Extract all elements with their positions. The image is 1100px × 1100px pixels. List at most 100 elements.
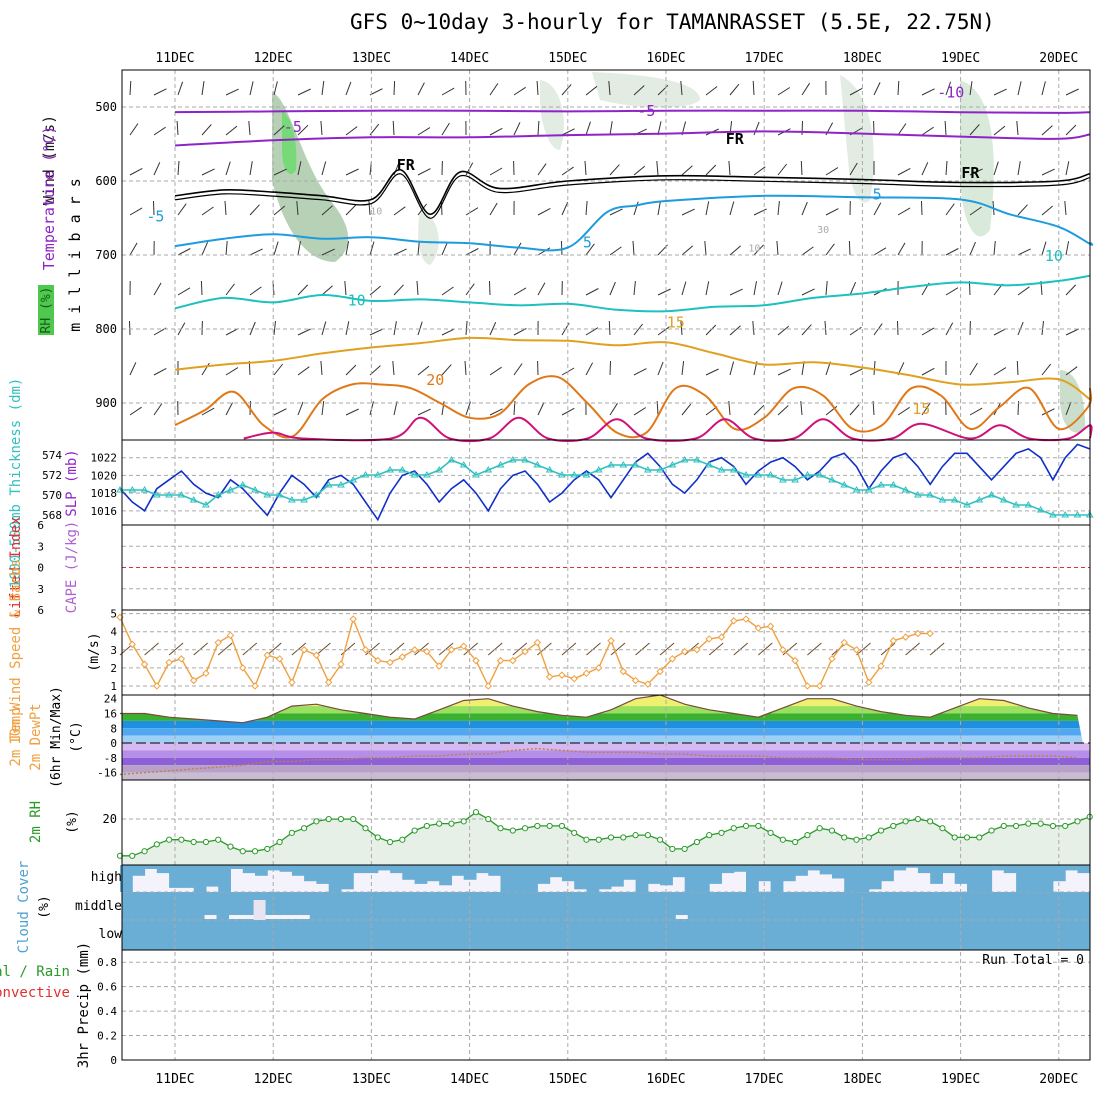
thickness-marker (1061, 511, 1070, 518)
thickness-marker (852, 486, 861, 493)
wind-barb (993, 367, 1007, 376)
page-title: GFS 0~10day 3-hourly for TAMANRASSET (5.… (350, 10, 995, 34)
wind-barb (465, 283, 475, 296)
thickness-marker (152, 491, 161, 498)
rh-2m-marker (865, 834, 872, 841)
thickness-marker (729, 466, 738, 473)
wind-barb-10m (733, 642, 749, 656)
high-cloud-bar (500, 865, 514, 892)
wind-barb (609, 360, 611, 376)
slp-tick-label: 1022 (91, 452, 118, 465)
temp-band (122, 743, 1090, 751)
wind-barb (633, 281, 636, 296)
cloud-axis-label: Cloud Cover (16, 861, 32, 954)
wind-barb (609, 246, 622, 256)
rh-2m-marker (1025, 820, 1032, 827)
wind-barb (921, 162, 929, 176)
thickness-marker (263, 491, 272, 498)
wind-speed-marker (189, 676, 198, 685)
wind-barb (129, 362, 137, 376)
wind-barb (1017, 81, 1022, 96)
wind-speed-marker (828, 655, 836, 663)
wind-barb (465, 320, 468, 336)
rh-2m-marker (976, 834, 983, 841)
wind-barb (225, 125, 238, 136)
high-cloud-bar (647, 865, 661, 884)
thickness-marker (398, 466, 407, 473)
high-cloud-bar (390, 865, 403, 874)
wind-barb (1065, 241, 1070, 256)
wind-barb (753, 244, 764, 256)
date-tick-top: 11DEC (155, 51, 194, 66)
wind-barb (681, 403, 692, 416)
thickness-marker (545, 466, 554, 473)
wind-barb (321, 205, 333, 216)
rh-2m-marker (1062, 822, 1069, 830)
wind-barb (945, 160, 948, 176)
rh-2m-marker (804, 832, 811, 839)
temp-axis-label-3: (6hr Min/Max) (49, 686, 64, 788)
high-cloud-bar (782, 865, 796, 882)
wind-barb (129, 80, 132, 96)
rh-2m-marker (828, 827, 836, 834)
rh-2m-axis-label: 2m RH (28, 801, 44, 843)
wind-speed-marker (300, 646, 308, 654)
wind-barb (489, 202, 498, 216)
date-tick-top: 14DEC (450, 51, 489, 66)
wind-barb (201, 168, 215, 176)
wind-barb (153, 282, 162, 296)
thickness-marker (877, 481, 885, 488)
wind-barb (464, 360, 467, 376)
temp-unit-label: (°C) (69, 721, 84, 752)
thickness-marker (165, 491, 173, 498)
wind-barb (489, 167, 503, 176)
wind-barb (393, 248, 407, 256)
mid-cloud-gap (238, 915, 251, 919)
wind-speed-marker (165, 658, 173, 667)
wind-barb-10m (512, 642, 528, 656)
wind-barb (1041, 81, 1046, 96)
thickness-marker (459, 461, 468, 468)
wind-barb (417, 408, 431, 416)
wind-barb-10m (168, 642, 184, 656)
thickness-marker (300, 496, 309, 503)
wind-barb (944, 120, 947, 136)
rh-2m-marker (485, 815, 492, 823)
temp-tick-label: 24 (104, 693, 118, 706)
rh-unit-label: (%) (65, 810, 80, 833)
wind-barb-10m (340, 642, 356, 656)
contour-label: 10 (348, 291, 366, 309)
wind-barb (657, 121, 662, 136)
wind-barb (321, 161, 327, 176)
wind-barb (489, 280, 491, 296)
temp-axis-label-2: 2m DewPt (28, 703, 44, 770)
wind-speed-marker (386, 658, 394, 667)
rh-2m-marker (902, 818, 909, 825)
thickness-marker (778, 476, 787, 483)
contour-label: 5 (873, 186, 882, 204)
wind-speed-marker (410, 646, 419, 654)
wind-barb (417, 365, 430, 376)
date-tick-top: 17DEC (745, 51, 784, 66)
high-cloud-bar (353, 865, 366, 874)
wind-barb (177, 287, 191, 296)
wind-barb (249, 321, 256, 336)
wind-speed-marker (889, 637, 898, 645)
thickness-marker (410, 471, 419, 478)
rh-2m-marker (129, 852, 136, 859)
wind-barb (153, 367, 167, 376)
contour-label: 15 (667, 314, 685, 332)
wind-barb-10m (561, 642, 577, 656)
rh-2m-marker (227, 843, 234, 850)
wind-barb (249, 161, 253, 176)
wind-barb (849, 326, 862, 336)
wind-barb (393, 284, 404, 296)
wind-barb-10m (929, 642, 945, 656)
wind-speed-marker (251, 682, 259, 690)
wind-barb (608, 81, 611, 96)
thickness-marker (189, 496, 198, 503)
wind-barb (249, 286, 262, 296)
high-cloud-bar (967, 865, 980, 892)
wind-barb (969, 241, 976, 256)
rh-2m-marker (816, 825, 823, 832)
